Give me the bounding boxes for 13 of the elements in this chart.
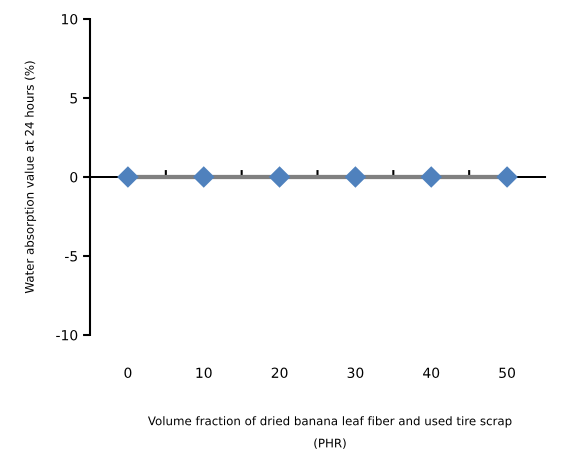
x-tick-label: 40 xyxy=(423,368,440,378)
x-tick-label: 20 xyxy=(272,368,288,378)
y-tick-label: 0 xyxy=(70,172,78,182)
x-tick-label: 30 xyxy=(348,368,364,378)
y-tick-label: 5 xyxy=(70,93,77,104)
x-tick-label: 0 xyxy=(124,368,132,378)
x-axis-title: Volume fraction of dried banana leaf fiber and used tire scrap (PHR) xyxy=(148,416,512,449)
y-tick-label: -5 xyxy=(65,251,77,262)
x-tick-label: 10 xyxy=(196,368,212,378)
y-tick-label: 10 xyxy=(62,14,78,24)
y-axis-title: Water absorption value at 24 hours (%) xyxy=(24,61,36,294)
x-tick-label: 50 xyxy=(499,368,515,378)
y-tick-label: -10 xyxy=(56,330,78,340)
